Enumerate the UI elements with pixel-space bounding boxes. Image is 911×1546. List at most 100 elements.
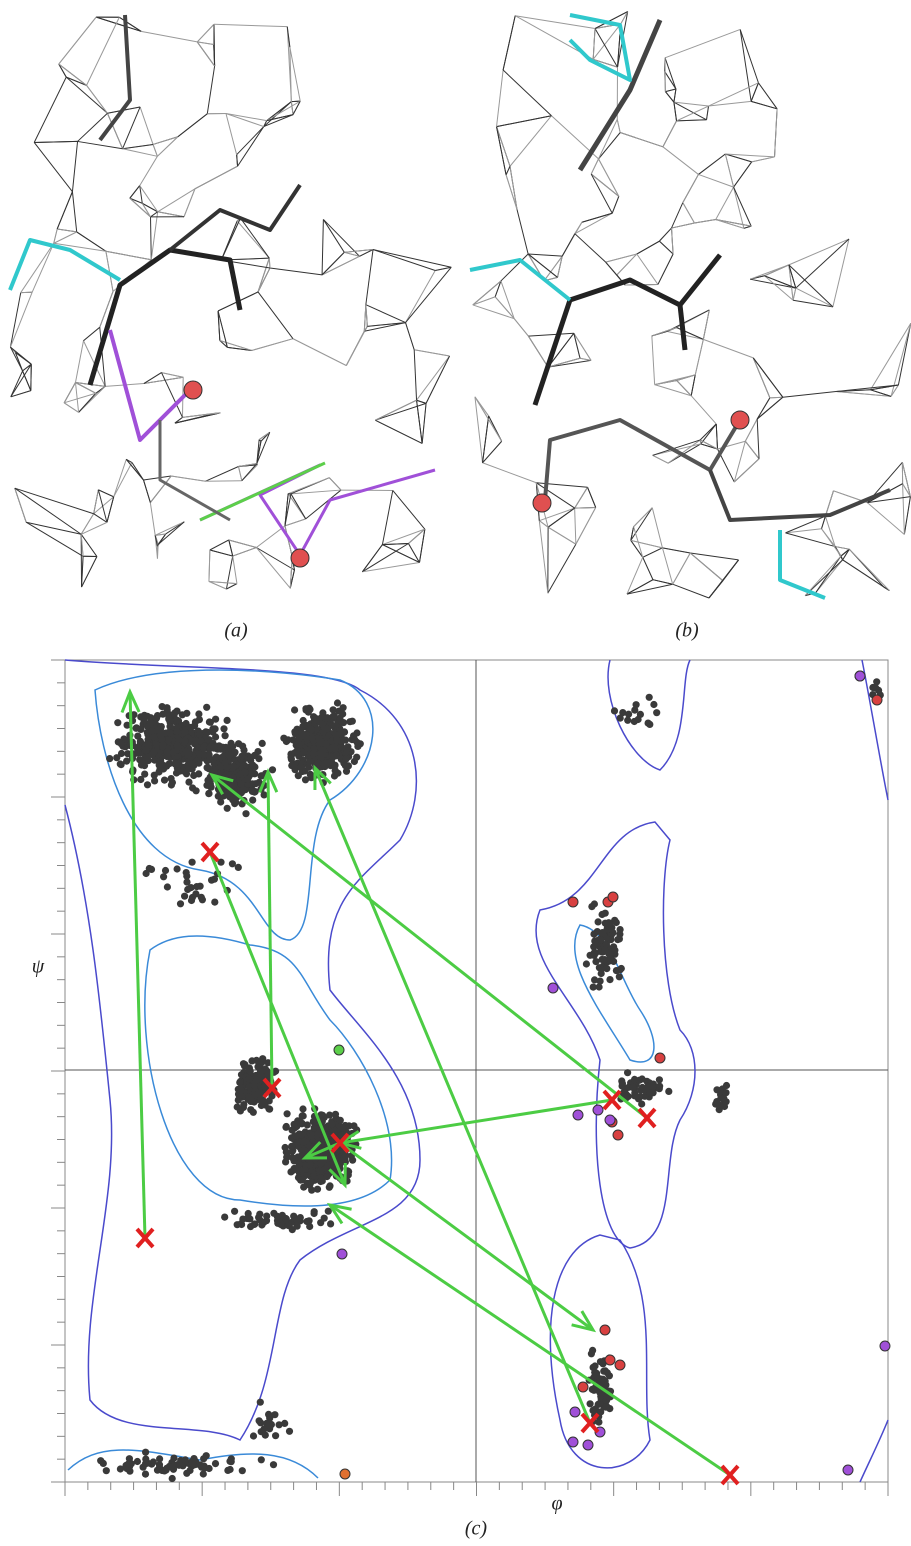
residue-point (274, 1217, 281, 1224)
residue-point (300, 1184, 307, 1191)
mesh-edge (764, 276, 793, 300)
mesh-edge (665, 92, 674, 103)
figure: (a) (b) ψ φ (c) (0, 0, 911, 1546)
mesh-edge (734, 187, 752, 226)
mesh-edge (740, 29, 758, 82)
mesh-edge (34, 141, 77, 142)
residue-point (173, 717, 180, 724)
residue-point (599, 929, 606, 936)
mesh-edge (867, 503, 904, 535)
mesh-edge (663, 147, 699, 175)
residue-point (160, 873, 167, 880)
mesh-edge (87, 17, 120, 85)
mesh-edge (54, 232, 77, 243)
mesh-edge (517, 209, 528, 254)
residue-point (597, 936, 604, 943)
mesh-edge (815, 560, 842, 593)
oxygen-atom (291, 549, 309, 567)
residue-point (250, 1109, 257, 1116)
residue-point (592, 958, 599, 965)
residue-point (212, 1460, 219, 1467)
mesh-edge (575, 508, 576, 544)
residue-point (334, 1045, 344, 1055)
residue-point (722, 1089, 729, 1096)
mesh-edge (140, 156, 158, 185)
mesh-edge (229, 540, 233, 556)
mesh-edge (207, 66, 214, 114)
residue-point (321, 763, 328, 770)
mesh-edge (258, 258, 269, 292)
residue-point (166, 760, 173, 767)
residue-point (183, 869, 190, 876)
residue-point (200, 1470, 207, 1477)
residue-point (168, 781, 175, 788)
residue-point (231, 1208, 238, 1215)
residue-point (345, 762, 352, 769)
residue-point (203, 704, 210, 711)
residue-point (149, 751, 156, 758)
residue-point (287, 1168, 294, 1175)
residue-point (222, 732, 229, 739)
residue-point (596, 983, 603, 990)
residue-point (270, 1461, 277, 1468)
mesh-edge (665, 89, 676, 92)
mesh-edge (366, 305, 368, 327)
mesh-edge (637, 241, 660, 254)
mesh-edge (10, 292, 32, 347)
bond (100, 15, 130, 140)
mesh-edge (612, 196, 619, 213)
residue-point (617, 926, 624, 933)
bond (170, 185, 300, 250)
residue-point (568, 897, 578, 907)
residue-point (192, 737, 199, 744)
mesh-edge (75, 341, 83, 383)
mesh-edge (123, 107, 141, 149)
residue-point (872, 695, 882, 705)
mesh-edge (843, 560, 890, 591)
residue-point (266, 1412, 273, 1419)
residue-point (723, 1098, 730, 1105)
residue-point (181, 893, 188, 900)
residue-point (196, 751, 203, 758)
mesh-edge (793, 288, 796, 300)
residue-point (126, 1468, 133, 1475)
residue-point (175, 744, 182, 751)
residue-point (248, 787, 255, 794)
mesh-edge (786, 533, 836, 547)
residue-point (161, 777, 168, 784)
residue-point (618, 965, 625, 972)
mesh-edge (734, 187, 744, 228)
mesh-edge (528, 336, 548, 367)
residue-point (308, 726, 315, 733)
mesh-edge (758, 83, 777, 109)
mesh-edge (796, 239, 849, 288)
mesh-edge (107, 497, 114, 523)
residue-point (607, 936, 614, 943)
residue-point (321, 1215, 328, 1222)
mesh-edge (700, 424, 716, 440)
mesh-edge (72, 192, 76, 232)
arrow-shaft (210, 852, 345, 1185)
residue-point (331, 712, 338, 719)
mesh-edge (158, 212, 184, 217)
residue-point (311, 1124, 318, 1131)
mesh-edge (393, 490, 425, 529)
mesh-edge (406, 267, 452, 322)
mesh-edge (514, 319, 528, 336)
mesh-edge (197, 42, 214, 66)
residue-point (141, 717, 148, 724)
mesh-edge (528, 333, 573, 336)
mesh-edge (57, 229, 77, 232)
residue-point (318, 740, 325, 747)
residue-point (317, 1160, 324, 1167)
residue-point (156, 1455, 163, 1462)
mesh-edge (329, 478, 341, 490)
mesh-edge (83, 327, 99, 341)
mesh-edge (593, 29, 595, 60)
residue-point (159, 703, 166, 710)
mesh-edge (775, 109, 778, 157)
residue-point (164, 883, 171, 890)
mesh-edge (659, 228, 671, 241)
residue-point (163, 1465, 170, 1472)
residue-point (169, 1475, 176, 1482)
